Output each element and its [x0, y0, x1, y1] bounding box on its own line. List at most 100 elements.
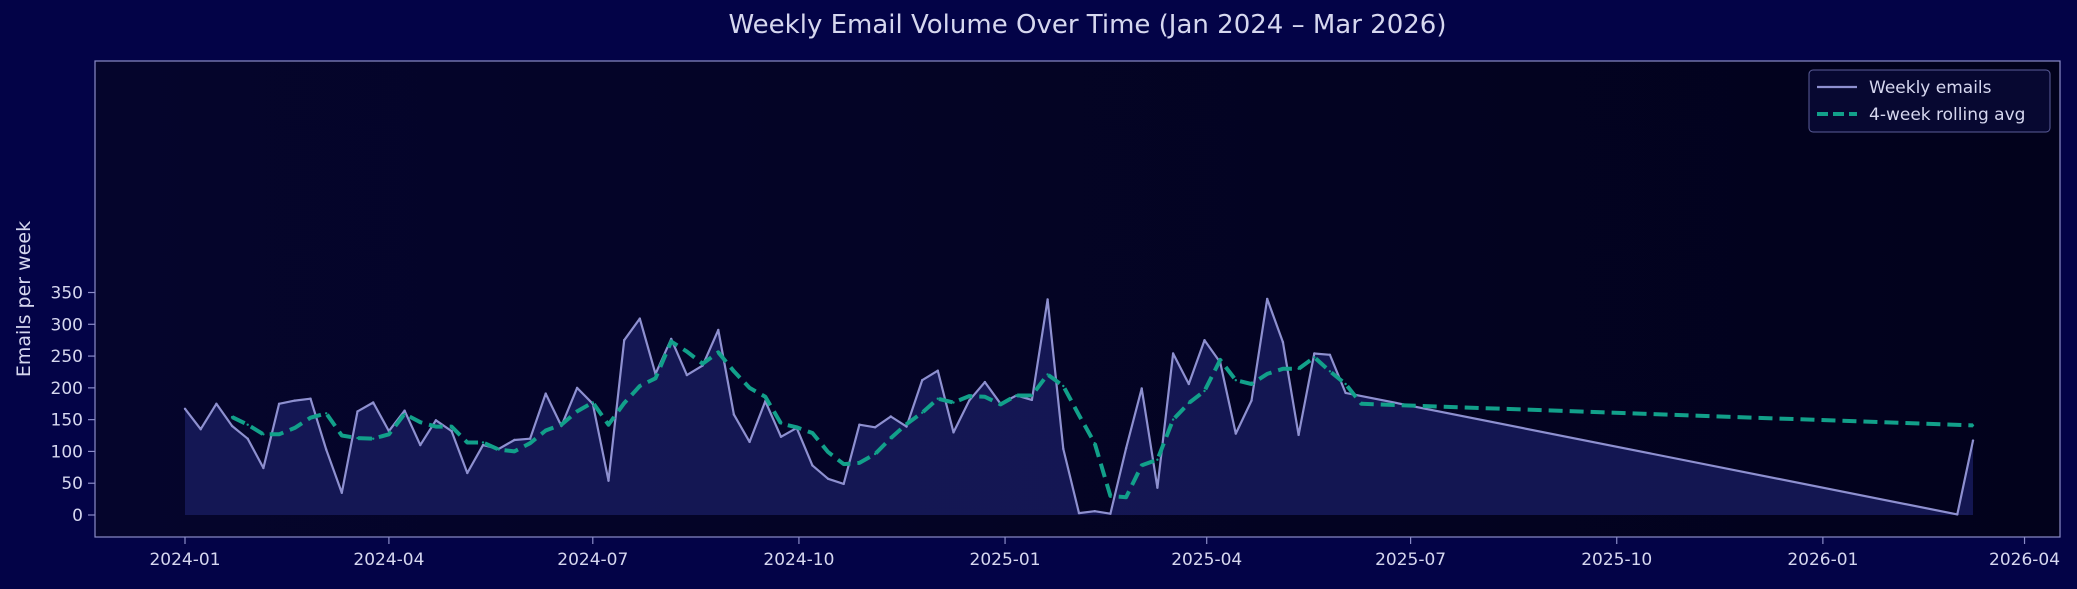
axes-frame: [94, 60, 2061, 538]
rolling-avg-point: [387, 433, 391, 436]
rolling-avg-point: [450, 425, 453, 428]
rolling-avg-point: [309, 416, 312, 419]
weekly-emails-point: [183, 407, 187, 410]
weekly-emails-point: [1124, 447, 1128, 450]
rolling-avg-point: [811, 431, 814, 435]
rolling-avg-point: [513, 450, 516, 453]
rolling-avg-point: [403, 412, 406, 416]
rolling-avg-point: [262, 433, 265, 436]
x-tick-label: 2024-07: [557, 550, 628, 570]
weekly-emails-point: [1297, 433, 1300, 437]
rolling-avg-point: [748, 386, 751, 390]
weekly-emails-point: [544, 392, 547, 395]
rolling-avg-point: [1062, 384, 1065, 388]
weekly-emails-point: [215, 402, 218, 405]
y-tick-label: 350: [51, 284, 83, 304]
rolling-avg-point: [952, 401, 955, 404]
rolling-avg-point: [293, 426, 296, 430]
rolling-avg-point: [230, 415, 234, 419]
weekly-emails-point: [325, 448, 328, 451]
y-tick-label: 100: [51, 442, 83, 462]
rolling-avg-point: [1250, 382, 1253, 386]
legend: Weekly emails 4-week rolling avg: [1808, 69, 2051, 133]
weekly-emails-point: [607, 479, 610, 482]
weekly-emails-point: [230, 424, 234, 428]
weekly-emails-point: [277, 402, 281, 405]
legend-weekly-label: Weekly emails: [1869, 78, 1992, 98]
rolling-avg-point: [999, 403, 1002, 406]
legend-rolling-label: 4-week rolling avg: [1869, 105, 2025, 125]
weekly-emails-point: [811, 464, 814, 467]
weekly-emails-point: [1109, 512, 1112, 515]
rolling-avg-point: [1281, 367, 1285, 370]
rolling-avg-point: [1140, 464, 1143, 467]
rolling-avg-point: [607, 423, 610, 426]
weekly-emails-point: [748, 440, 751, 444]
rolling-avg-point: [591, 401, 594, 404]
rolling-avg-point: [795, 426, 798, 429]
weekly-emails-point: [1266, 297, 1269, 301]
rolling-avg-point: [372, 437, 375, 440]
rolling-avg-point: [1971, 424, 1975, 427]
weekly-emails-point: [340, 491, 343, 494]
weekly-emails-point: [1313, 352, 1316, 355]
rolling-avg-points: [230, 340, 1975, 499]
rolling-avg-point: [340, 434, 343, 437]
rolling-avg-point: [670, 340, 673, 343]
rolling-avg-point: [1046, 373, 1049, 376]
rolling-avg-point: [246, 423, 249, 426]
rolling-avg-point: [638, 384, 641, 388]
weekly-emails-point: [1956, 513, 1959, 516]
weekly-emails-point: [419, 443, 422, 447]
rolling-avg-point: [1328, 370, 1332, 373]
rolling-avg-point: [1015, 394, 1018, 397]
rolling-avg-point: [544, 429, 547, 432]
weekly-emails-point: [466, 471, 469, 475]
weekly-emails-point: [842, 482, 845, 486]
weekly-emails-point: [199, 428, 202, 431]
x-tick-label: 2024-10: [763, 550, 834, 570]
x-tick-label: 2025-01: [970, 550, 1041, 570]
x-tick-label: 2024-04: [353, 550, 424, 570]
weekly-emails-point: [356, 410, 359, 413]
rolling-avg-point: [1030, 394, 1034, 397]
weekly-emails-point: [968, 399, 971, 402]
rolling-avg-point: [325, 412, 328, 415]
weekly-emails-point: [1093, 510, 1096, 513]
weekly-emails-point: [262, 466, 265, 470]
x-tick-label: 2025-04: [1171, 550, 1242, 570]
weekly-emails-point: [1250, 399, 1253, 402]
rolling-avg-point: [1203, 389, 1206, 393]
rolling-avg-point: [717, 351, 720, 354]
rolling-avg-point: [623, 401, 626, 405]
weekly-emails-point: [1140, 387, 1143, 390]
weekly-emails-point: [1156, 486, 1159, 489]
weekly-emails-point: [575, 386, 579, 390]
rolling-avg-point: [921, 411, 924, 414]
weekly-emails-point: [513, 438, 516, 442]
rolling-avg-point: [1266, 372, 1269, 376]
weekly-emails-point: [1030, 398, 1034, 402]
weekly-emails-point: [309, 397, 312, 400]
legend-box: [1808, 69, 2051, 133]
weekly-emails-point: [293, 399, 296, 402]
rolling-avg-point: [466, 441, 469, 444]
y-axis-label: Emails per week: [13, 221, 35, 377]
weekly-emails-point: [1344, 391, 1347, 395]
weekly-emails-point: [889, 415, 892, 418]
weekly-emails-point: [528, 437, 532, 440]
weekly-emails-point: [717, 328, 720, 332]
weekly-emails-point: [1281, 340, 1285, 344]
weekly-emails-point: [623, 339, 626, 342]
rolling-avg-point: [1360, 402, 1363, 405]
rolling-avg-point: [1187, 401, 1191, 405]
rolling-avg-point: [685, 350, 689, 353]
weekly-emails-point: [1234, 432, 1238, 435]
x-tick-label: 2025-07: [1375, 550, 1446, 570]
weekly-emails-point: [481, 443, 485, 447]
rolling-avg-point: [560, 423, 563, 426]
weekly-emails-point: [779, 435, 783, 438]
weekly-emails-point: [921, 379, 924, 382]
rolling-avg-point: [1313, 356, 1316, 359]
rolling-avg-point: [826, 450, 830, 454]
